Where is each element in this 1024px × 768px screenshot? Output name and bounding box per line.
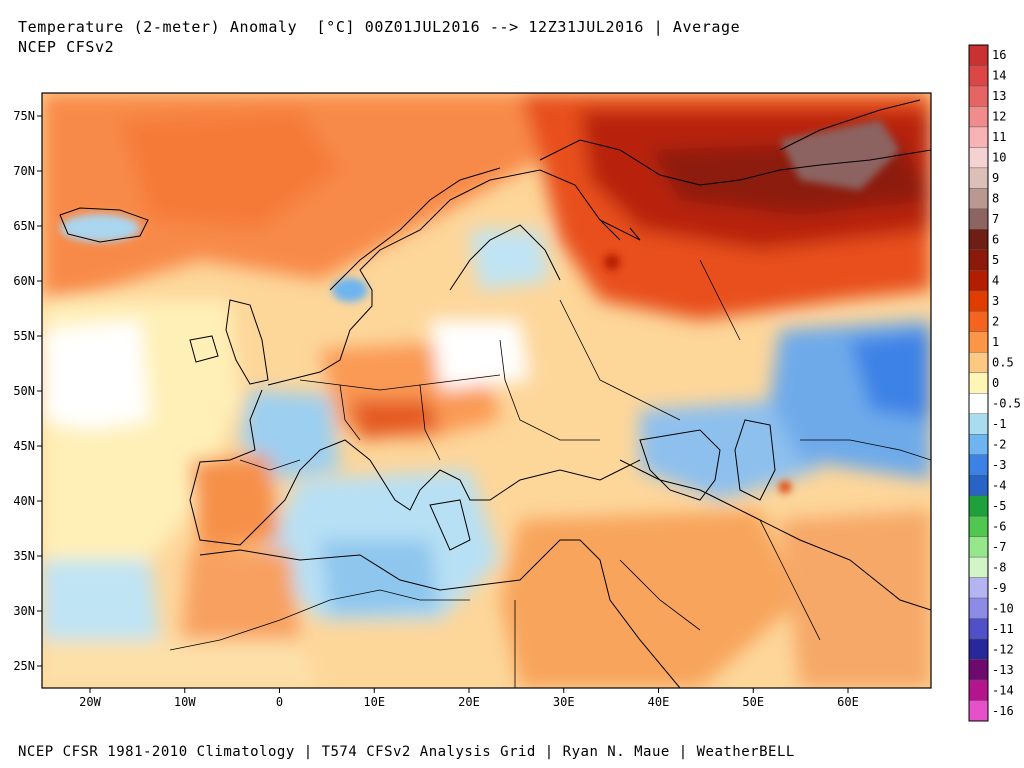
colorbar-swatch [968, 188, 989, 210]
colorbar-swatch [968, 229, 989, 251]
colorbar-outline [968, 44, 989, 722]
colorbar-swatch [968, 352, 989, 373]
colorbar-swatch [968, 393, 989, 414]
lat-tick-label: 60N [13, 274, 35, 288]
colorbar-swatch [968, 44, 989, 66]
colorbar-swatch [968, 372, 989, 394]
colorbar-label: 2 [992, 315, 999, 329]
colorbar-label: -3 [992, 458, 1006, 472]
colorbar-label: -13 [992, 663, 1014, 677]
colorbar-label: 0 [992, 376, 999, 390]
country-borders [169, 259, 931, 688]
colorbar-label: -9 [992, 581, 1006, 595]
colorbar-swatch [968, 249, 989, 271]
map-subtitle: NCEP CFSv2 [18, 38, 115, 56]
colorbar-swatch [968, 167, 989, 189]
footer-credit: NCEP CFSR 1981-2010 Climatology | T574 C… [18, 744, 795, 760]
colorbar-label: -10 [992, 601, 1014, 615]
colorbar-swatch [968, 413, 989, 435]
colorbar-swatch [968, 290, 989, 312]
colorbar-label: 12 [992, 110, 1006, 124]
colorbar-swatch [968, 577, 989, 599]
lat-tick-label: 35N [13, 549, 35, 563]
colorbar-label: -16 [992, 704, 1014, 718]
lat-tick-label: 65N [13, 219, 35, 233]
colorbar-legend: 16 14 13 12 11 10 9 8 7 6 5 4 3 2 1 0.5 0 -0.5 -1 -2 -3 -4 -5 -… [968, 44, 1021, 722]
colorbar-label: 10 [992, 151, 1006, 165]
colorbar-label: 4 [992, 274, 999, 288]
lat-tick-label: 70N [13, 164, 35, 178]
colorbar-label: -14 [992, 683, 1014, 697]
lon-tick-label: 0 [276, 695, 283, 709]
colorbar-swatch [968, 495, 989, 517]
colorbar-swatch [968, 659, 989, 681]
colorbar-label: 6 [992, 233, 999, 247]
colorbar-swatch [968, 515, 989, 537]
colorbar-swatch [968, 65, 989, 87]
colorbar-swatch [968, 126, 989, 148]
lon-tick-label: 30E [553, 695, 575, 709]
colorbar-swatch [968, 85, 989, 107]
colorbar-label: 3 [992, 294, 999, 308]
lon-tick-label: 60E [837, 695, 859, 709]
colorbar-label: -6 [992, 519, 1006, 533]
colorbar-swatch [968, 434, 989, 455]
lat-tick-label: 45N [13, 439, 35, 453]
colorbar-swatch [968, 597, 989, 619]
colorbar-swatch [968, 638, 989, 660]
colorbar-label: 5 [992, 253, 999, 267]
lon-tick-label: 50E [742, 695, 764, 709]
colorbar-swatch [968, 106, 989, 128]
lat-tick-label: 75N [13, 109, 35, 123]
colorbar-label: -5 [992, 499, 1006, 513]
lon-tick-label: 20W [79, 695, 101, 709]
colorbar-swatch [968, 679, 989, 701]
colorbar-label: -12 [992, 642, 1014, 656]
colorbar-label: 13 [992, 89, 1006, 103]
lon-tick-label: 10E [363, 695, 385, 709]
colorbar-swatch [968, 331, 989, 353]
lat-tick-label: 30N [13, 604, 35, 618]
colorbar-label: 9 [992, 171, 999, 185]
colorbar-label: 11 [992, 130, 1006, 144]
colorbar-label: 14 [992, 69, 1006, 83]
colorbar-label: -7 [992, 540, 1006, 554]
colorbar-label: -4 [992, 478, 1006, 492]
lat-tick-label: 55N [13, 329, 35, 343]
colorbar-label: -8 [992, 560, 1006, 574]
lon-tick-label: 20E [458, 695, 480, 709]
colorbar-label: 0.5 [992, 356, 1014, 370]
colorbar-label: -1 [992, 417, 1006, 431]
colorbar-label: 7 [992, 212, 999, 226]
colorbar-swatch [968, 536, 989, 558]
colorbar-label: 16 [992, 48, 1006, 62]
lon-tick-label: 40E [648, 695, 670, 709]
colorbar-swatch [968, 700, 989, 722]
colorbar-swatch [968, 618, 989, 640]
colorbar-label: -11 [992, 622, 1014, 636]
lat-tick-label: 50N [13, 384, 35, 398]
lat-tick-label: 40N [13, 494, 35, 508]
latitude-axis: 75N 70N 65N 60N 55N 50N 45N 40N 35N 30N 25N [13, 109, 42, 673]
colorbar-swatch [968, 474, 989, 496]
lon-tick-label: 10W [174, 695, 196, 709]
colorbar-label: -2 [992, 437, 1006, 451]
colorbar-swatch [968, 208, 989, 230]
coastlines [59, 99, 931, 688]
colorbar-label: 8 [992, 192, 999, 206]
colorbar-swatch [968, 147, 989, 169]
colorbar-swatch [968, 311, 989, 332]
colorbar-swatch [968, 454, 989, 476]
colorbar-swatch [968, 556, 989, 578]
colorbar-swatch [968, 270, 989, 292]
lat-tick-label: 25N [13, 659, 35, 673]
colorbar-label: 1 [992, 335, 999, 349]
anomaly-field [42, 93, 931, 688]
map-title: Temperature (2-meter) Anomaly [°C] 00Z01… [18, 18, 741, 36]
colorbar-label: -0.5 [992, 396, 1021, 410]
longitude-axis: 20W 10W 0 10E 20E 30E 40E 50E 60E [79, 688, 859, 709]
